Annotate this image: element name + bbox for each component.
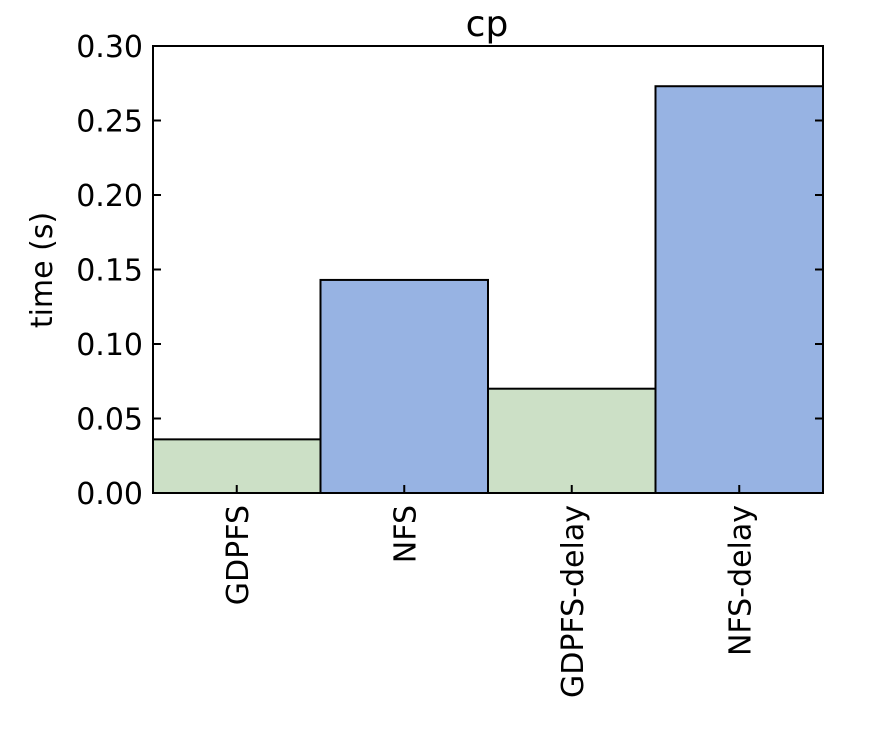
y-tick-label: 0.00 [76, 477, 143, 512]
y-tick-label: 0.05 [76, 403, 143, 438]
y-tick-label: 0.25 [76, 105, 143, 140]
x-tick-label-gdpfs: GDPFS [221, 505, 256, 605]
y-ticks-group: 0.00 0.05 0.10 0.15 0.20 0.25 0.30 [76, 30, 823, 512]
chart-title: cp [466, 4, 509, 45]
bar-gdpfs [152, 438, 322, 494]
x-tick-label-gdpfs-delay: GDPFS-delay [556, 505, 591, 698]
bar-gdpfs-delay [487, 387, 657, 495]
x-tick-label-nfs: NFS [388, 505, 423, 563]
y-tick-label: 0.30 [76, 30, 143, 65]
y-tick-label: 0.15 [76, 254, 143, 289]
y-axis-label: time (s) [25, 212, 60, 328]
x-tick-label-nfs-delay: NFS-delay [723, 505, 758, 656]
x-ticks-group: GDPFS NFS GDPFS-delay NFS-delay [221, 485, 758, 698]
bar-nfs-delay [654, 85, 824, 494]
y-tick-label: 0.20 [76, 179, 143, 214]
y-tick-label: 0.10 [76, 328, 143, 363]
bars-group [152, 85, 824, 495]
bar-nfs [319, 278, 489, 494]
plot-area-frame [152, 45, 824, 494]
